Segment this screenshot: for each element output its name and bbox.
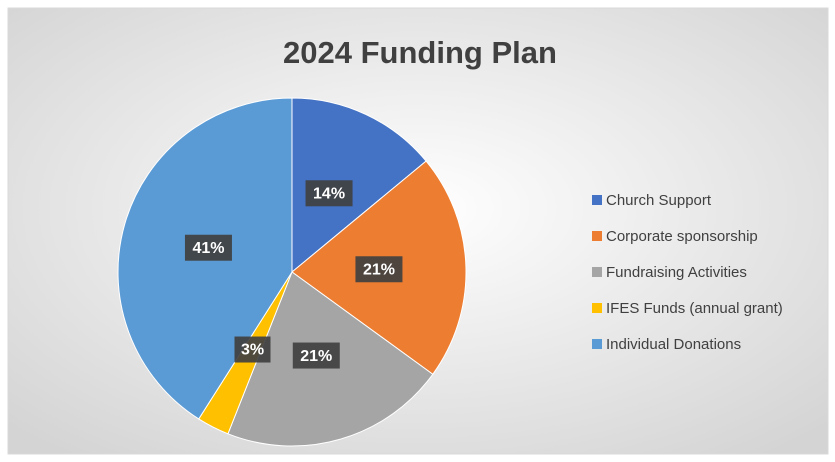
data-label: 41% bbox=[192, 240, 224, 257]
legend-swatch bbox=[592, 195, 602, 205]
data-label-box bbox=[234, 336, 271, 363]
data-label: 21% bbox=[300, 348, 332, 365]
data-label: 3% bbox=[241, 342, 264, 359]
legend-label: Individual Donations bbox=[606, 336, 741, 353]
legend-swatch bbox=[592, 339, 602, 349]
legend-swatch bbox=[592, 303, 602, 313]
chart-title: 2024 Funding Plan bbox=[283, 35, 557, 70]
pie-slice bbox=[291, 97, 427, 274]
legend-label: Church Support bbox=[606, 192, 712, 209]
data-label: 21% bbox=[363, 261, 395, 278]
data-label: 14% bbox=[313, 185, 345, 202]
data-label-box bbox=[184, 234, 232, 261]
data-label-box bbox=[292, 342, 340, 369]
data-label-box bbox=[305, 180, 353, 207]
legend-label: IFES Funds (annual grant) bbox=[606, 300, 783, 317]
legend-swatch bbox=[592, 231, 602, 241]
data-label-box bbox=[355, 256, 403, 283]
legend-label: Corporate sponsorship bbox=[606, 228, 758, 245]
legend-swatch bbox=[592, 267, 602, 277]
legend-label: Fundraising Activities bbox=[606, 264, 747, 281]
